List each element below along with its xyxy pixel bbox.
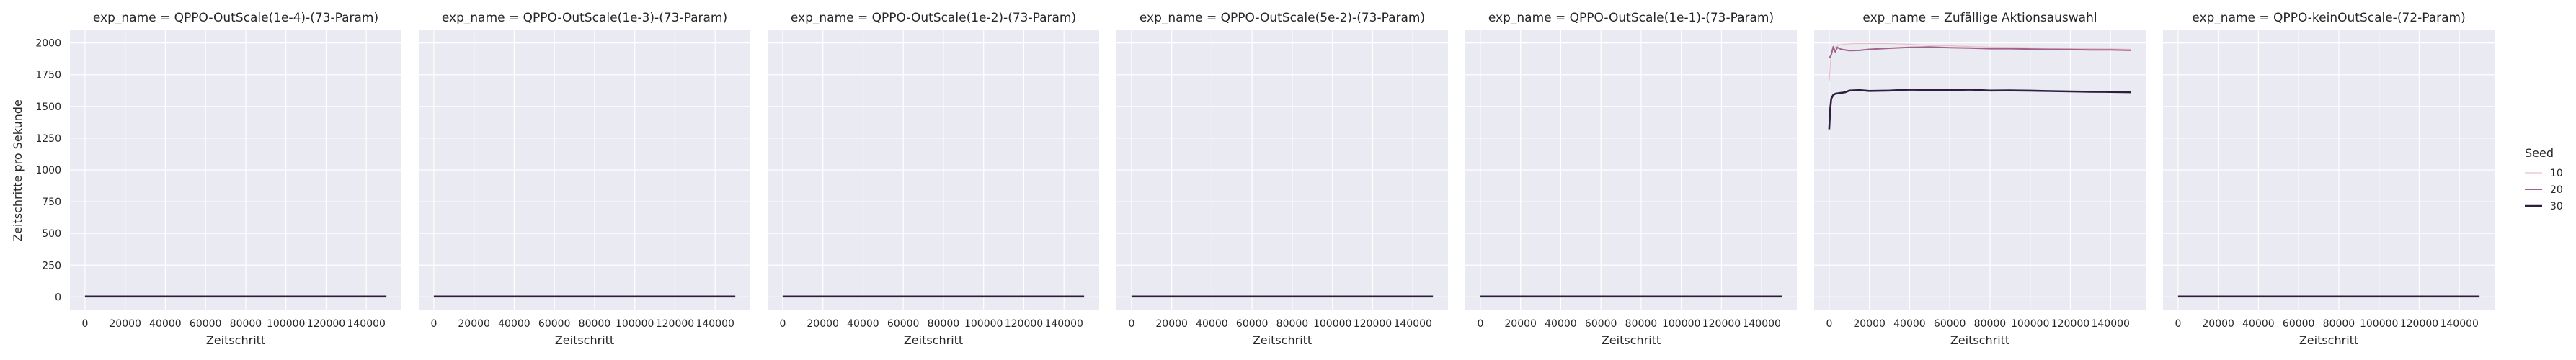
x-tick-label: 20000	[109, 318, 141, 330]
x-tick-label: 80000	[1974, 318, 2007, 330]
y-tick-label: 2000	[35, 38, 61, 50]
series-line-seed-30	[1828, 89, 2131, 130]
legend-label: 10	[2550, 168, 2563, 179]
x-tick-label: 140000	[1742, 318, 1780, 330]
y-tick-label: 1500	[35, 102, 61, 113]
x-tick-label: 20000	[1853, 318, 1886, 330]
legend-title: Seed	[2525, 146, 2554, 160]
x-tick-label: 0	[430, 318, 437, 330]
x-tick-label: 120000	[1005, 318, 1043, 330]
legend-label: 20	[2550, 184, 2563, 196]
x-tick-label: 20000	[1155, 318, 1188, 330]
x-tick-label: 60000	[2283, 318, 2315, 330]
x-tick-label: 140000	[347, 318, 385, 330]
x-tick-label: 120000	[307, 318, 345, 330]
x-tick-label: 80000	[928, 318, 960, 330]
x-tick-label: 140000	[2440, 318, 2478, 330]
y-tick-label: 1000	[35, 165, 61, 176]
x-tick-label: 40000	[1196, 318, 1228, 330]
x-axis-label: Zeitschritt	[555, 333, 614, 347]
y-tick-label: 500	[42, 228, 61, 240]
x-tick-label: 140000	[2091, 318, 2129, 330]
x-tick-label: 100000	[2360, 318, 2398, 330]
series-line-seed-10	[1829, 42, 2131, 81]
facet-panel: exp_name = Zufällige Aktionsauswahl 0 2000…	[1814, 11, 2146, 347]
facet-panel: exp_name = QPPO-OutScale(1e-1)-(73-Param…	[1465, 11, 1797, 347]
x-tick-label: 100000	[1313, 318, 1351, 330]
x-tick-label: 20000	[458, 318, 490, 330]
y-tick-label: 750	[42, 197, 61, 208]
x-tick-label: 140000	[1044, 318, 1083, 330]
x-tick-label: 20000	[1504, 318, 1537, 330]
x-tick-label: 60000	[190, 318, 222, 330]
x-tick-label: 140000	[1393, 318, 1431, 330]
y-tick-label: 1250	[35, 133, 61, 145]
x-tick-label: 80000	[230, 318, 262, 330]
facet-panel: exp_name = QPPO-OutScale(1e-4)-(73-Param…	[35, 11, 401, 347]
x-tick-label: 100000	[267, 318, 305, 330]
x-tick-label: 40000	[149, 318, 182, 330]
x-tick-label: 140000	[696, 318, 734, 330]
x-tick-label: 60000	[1236, 318, 1269, 330]
x-axis-label: Zeitschritt	[206, 333, 265, 347]
x-tick-label: 80000	[2323, 318, 2355, 330]
x-tick-label: 120000	[1354, 318, 1392, 330]
x-tick-label: 80000	[1625, 318, 1658, 330]
x-tick-label: 120000	[2400, 318, 2438, 330]
x-tick-label: 0	[1826, 318, 1832, 330]
y-tick-label: 0	[55, 292, 61, 303]
panel-title: exp_name = QPPO-OutScale(1e-3)-(73-Param…	[442, 11, 727, 25]
x-tick-label: 40000	[1893, 318, 1926, 330]
facet-panel: exp_name = QPPO-OutScale(1e-3)-(73-Param…	[419, 11, 750, 347]
legend-label: 30	[2550, 201, 2563, 212]
panel-title: exp_name = Zufällige Aktionsauswahl	[1862, 11, 2097, 25]
series-line-seed-20	[1829, 45, 2131, 59]
y-axis-label: Zeitschritte pro Sekunde	[11, 99, 25, 242]
x-axis-label: Zeitschritt	[1253, 333, 1312, 347]
panel-title: exp_name = QPPO-keinOutScale-(72-Param)	[2192, 11, 2465, 25]
panel-title: exp_name = QPPO-OutScale(1e-2)-(73-Param…	[791, 11, 1076, 25]
x-tick-label: 20000	[807, 318, 839, 330]
panel-title: exp_name = QPPO-OutScale(5e-2)-(73-Param…	[1140, 11, 1425, 25]
x-tick-label: 100000	[2011, 318, 2049, 330]
x-tick-label: 0	[1128, 318, 1134, 330]
x-tick-label: 120000	[2051, 318, 2089, 330]
x-tick-label: 40000	[2242, 318, 2275, 330]
x-tick-label: 100000	[1662, 318, 1700, 330]
x-tick-label: 20000	[2202, 318, 2234, 330]
facet-panel: exp_name = QPPO-OutScale(5e-2)-(73-Param…	[1116, 11, 1448, 347]
facet-panels: exp_name = QPPO-OutScale(1e-4)-(73-Param…	[35, 11, 2495, 347]
facet-panel: exp_name = QPPO-keinOutScale-(72-Param) 0…	[2163, 11, 2495, 347]
x-tick-label: 0	[779, 318, 786, 330]
x-tick-label: 0	[1477, 318, 1483, 330]
x-axis-label: Zeitschritt	[1950, 333, 2009, 347]
x-tick-label: 60000	[887, 318, 920, 330]
x-axis-label: Zeitschritt	[904, 333, 963, 347]
x-tick-label: 0	[2175, 318, 2181, 330]
x-tick-label: 80000	[1276, 318, 1309, 330]
x-tick-label: 80000	[579, 318, 611, 330]
x-axis-label: Zeitschritt	[1602, 333, 1661, 347]
x-tick-label: 60000	[1585, 318, 1617, 330]
x-tick-label: 60000	[538, 318, 571, 330]
x-tick-label: 0	[81, 318, 88, 330]
y-tick-label: 250	[42, 260, 61, 271]
facet-panel: exp_name = QPPO-OutScale(1e-2)-(73-Param…	[768, 11, 1099, 347]
panel-title: exp_name = QPPO-OutScale(1e-4)-(73-Param…	[93, 11, 378, 25]
x-tick-label: 120000	[656, 318, 694, 330]
x-tick-label: 100000	[616, 318, 654, 330]
panel-title: exp_name = QPPO-OutScale(1e-1)-(73-Param…	[1488, 11, 1774, 25]
x-axis-label: Zeitschritt	[2299, 333, 2358, 347]
legend: Seed 10 20 30	[2525, 146, 2563, 212]
x-tick-label: 40000	[847, 318, 879, 330]
x-tick-label: 40000	[1545, 318, 1577, 330]
x-tick-label: 100000	[964, 318, 1003, 330]
x-tick-label: 120000	[1702, 318, 1741, 330]
x-tick-label: 40000	[498, 318, 530, 330]
x-tick-label: 60000	[1934, 318, 1966, 330]
y-tick-label: 1750	[35, 70, 61, 81]
